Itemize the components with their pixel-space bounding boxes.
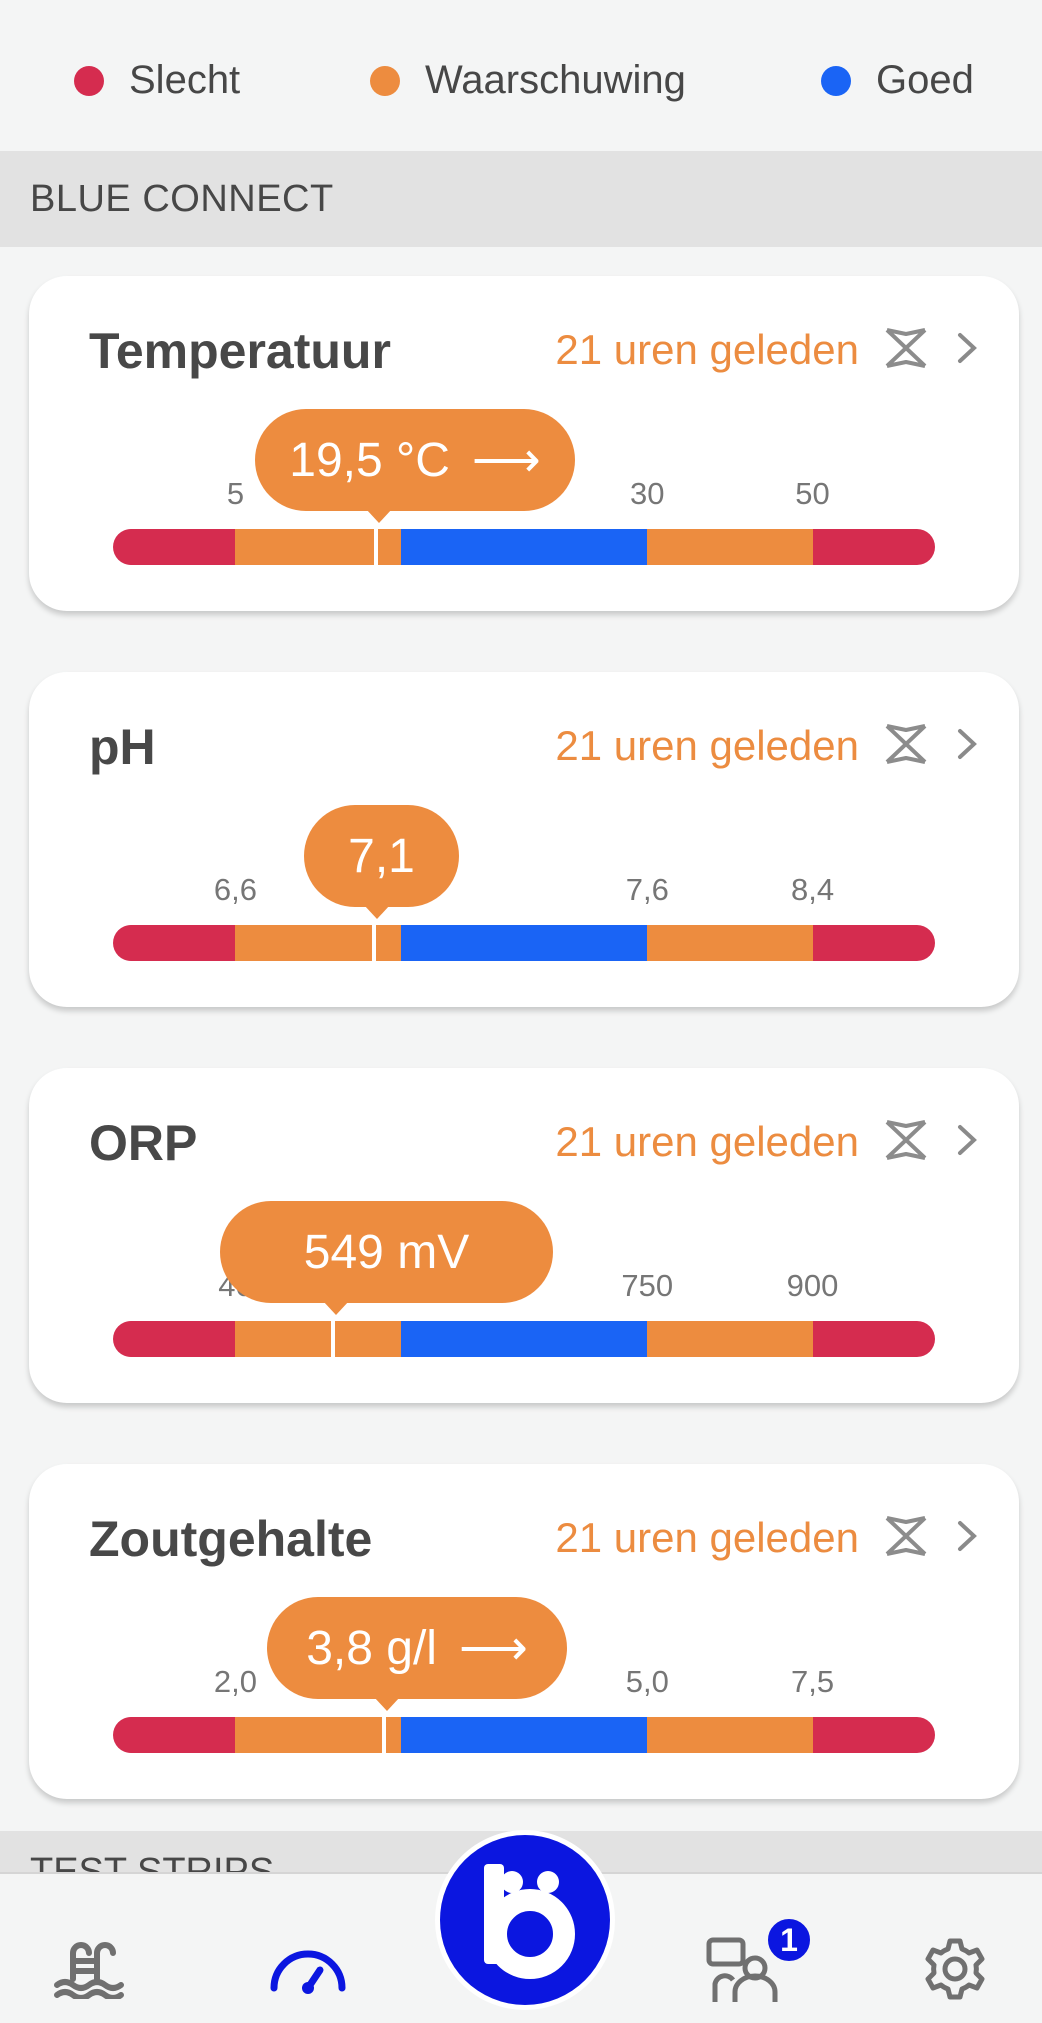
range-segment <box>235 529 401 565</box>
scale-tick: 7,5 <box>790 1664 835 1699</box>
value-bubble[interactable]: 7,1 <box>304 805 459 907</box>
scale-tick: 7,6 <box>625 872 669 907</box>
scale-tick: 5 <box>226 476 245 511</box>
range-segment <box>647 1321 813 1357</box>
range-segment <box>235 1321 401 1357</box>
scale-tick: 2,0 <box>213 1664 258 1699</box>
card-title: Zoutgehalte <box>89 1511 373 1567</box>
value-label: 3,8 g/l <box>306 1621 437 1675</box>
range-segment <box>113 925 236 961</box>
chevron-right-icon[interactable] <box>955 727 979 761</box>
section-header-blue-connect: BLUE CONNECT <box>0 151 1042 247</box>
range-segment <box>647 529 813 565</box>
value-label: 19,5 °C <box>289 433 450 487</box>
settings-icon <box>925 1938 985 2000</box>
section-title: TEST STRIPS <box>30 1851 275 1873</box>
notification-badge: 1 <box>765 1916 813 1964</box>
bubble-pointer <box>366 509 393 523</box>
card-title: ORP <box>89 1115 198 1171</box>
scale-ticks: 2,0 5,0 7,5 <box>29 1664 1019 1704</box>
range-segment <box>235 1717 401 1753</box>
scale-tick: 900 <box>786 1268 839 1303</box>
card-title: Temperatuur <box>89 323 391 379</box>
range-bar <box>113 529 935 565</box>
bluetooth-off-icon <box>885 328 927 368</box>
bubble-pointer <box>323 1301 350 1315</box>
scale-tick: 8,4 <box>790 872 835 907</box>
scale-tick: 50 <box>795 476 830 511</box>
arrow-right-icon: ⟶ <box>458 1622 528 1675</box>
nav-dashboard[interactable] <box>263 1929 353 2009</box>
bubble-pointer <box>363 905 390 919</box>
range-segment <box>113 529 236 565</box>
value-bubble[interactable]: 549 mV <box>220 1201 553 1303</box>
range-segment <box>647 1717 813 1753</box>
value-marker <box>371 925 376 961</box>
legend-label: Slecht <box>129 58 241 102</box>
range-segment <box>812 529 935 565</box>
blue-logo-icon <box>484 1864 575 1979</box>
pool-icon <box>54 1942 124 1999</box>
value-marker <box>374 529 379 565</box>
legend-label: Waarschuwing <box>425 58 686 102</box>
range-segment <box>812 1717 935 1753</box>
scale-tick: 6,6 <box>213 872 258 907</box>
last-updated-time: 21 uren geleden <box>555 722 859 769</box>
value-marker <box>382 1717 387 1753</box>
range-segment <box>647 925 813 961</box>
red-dot-icon <box>74 65 104 96</box>
range-bar <box>113 1321 935 1357</box>
nav-pool[interactable] <box>46 1929 136 2009</box>
last-updated-time: 21 uren geleden <box>555 1118 859 1165</box>
measurement-card[interactable]: pH 21 uren geleden 6,6 7,6 8,4 7,1 <box>29 672 1019 1007</box>
range-bar <box>113 1717 935 1753</box>
legend-item-good: Goed <box>821 58 974 103</box>
chevron-right-icon[interactable] <box>955 1519 979 1553</box>
scale-tick: 30 <box>630 476 665 511</box>
value-label: 7,1 <box>348 829 415 883</box>
range-bar <box>113 925 935 961</box>
legend-item-warning: Waarschuwing <box>370 58 686 103</box>
nav-assistance[interactable] <box>700 1929 790 2009</box>
status-legend: Slecht Waarschuwing Goed <box>0 0 1042 151</box>
range-segment <box>812 1321 935 1357</box>
dashboard-icon <box>270 1950 346 1994</box>
value-marker <box>331 1321 336 1357</box>
bluetooth-off-icon <box>885 724 927 764</box>
range-segment <box>400 1717 648 1753</box>
legend-label: Goed <box>876 58 974 102</box>
blue-logo-button[interactable] <box>440 1835 610 2005</box>
value-label: 549 mV <box>303 1225 470 1279</box>
assistance-icon <box>706 1937 778 2002</box>
arrow-right-icon: ⟶ <box>471 434 541 487</box>
measurement-card[interactable]: Zoutgehalte 21 uren geleden 2,0 5,0 7,5 3,8… <box>29 1464 1019 1799</box>
range-segment <box>113 1717 236 1753</box>
last-updated-time: 21 uren geleden <box>555 326 859 373</box>
chevron-right-icon[interactable] <box>955 331 979 365</box>
chevron-right-icon[interactable] <box>955 1123 979 1157</box>
scale-ticks: 6,6 7,6 8,4 <box>29 872 1019 912</box>
scale-tick: 750 <box>621 1268 674 1303</box>
bubble-pointer <box>374 1697 401 1711</box>
legend-item-bad: Slecht <box>74 58 240 103</box>
range-segment <box>113 1321 236 1357</box>
card-title: pH <box>89 719 156 775</box>
measurement-card[interactable]: Temperatuur 21 uren geleden 5 30 50 19,5 °C… <box>29 276 1019 611</box>
range-segment <box>400 1321 648 1357</box>
nav-settings[interactable] <box>910 1929 1000 2009</box>
value-bubble[interactable]: 19,5 °C ⟶ <box>255 409 575 511</box>
blue-dot-icon <box>821 65 851 96</box>
orange-dot-icon <box>370 65 400 96</box>
range-segment <box>400 925 648 961</box>
last-updated-time: 21 uren geleden <box>555 1514 859 1561</box>
range-segment <box>235 925 401 961</box>
scale-tick: 5,0 <box>625 1664 669 1699</box>
range-segment <box>812 925 935 961</box>
bluetooth-off-icon <box>885 1516 927 1556</box>
scale-ticks: 5 30 50 <box>29 476 1019 516</box>
bluetooth-off-icon <box>885 1120 927 1160</box>
range-segment <box>400 529 648 565</box>
value-bubble[interactable]: 3,8 g/l ⟶ <box>267 1597 567 1699</box>
